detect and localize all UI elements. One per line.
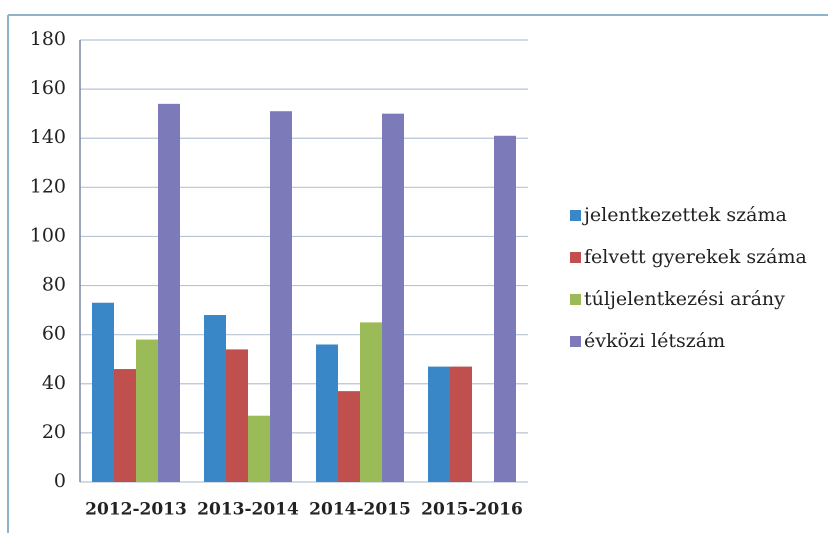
bar: [338, 391, 360, 482]
legend-swatch: [570, 294, 581, 305]
x-tick-label: 2015-2016: [421, 500, 523, 520]
y-tick-label: 160: [30, 77, 66, 99]
y-tick-label: 40: [42, 372, 66, 394]
bar: [92, 302, 114, 482]
bar: [248, 415, 270, 482]
y-tick-label: 20: [42, 421, 66, 443]
legend-label: felvett gyerekek száma: [584, 246, 807, 268]
bar: [382, 113, 404, 483]
bar: [204, 315, 226, 482]
x-tick-label: 2014-2015: [309, 500, 411, 520]
legend-swatch: [570, 336, 581, 347]
legend-label: jelentkezettek száma: [582, 204, 787, 226]
bar: [450, 366, 472, 482]
legend-label: évközi létszám: [584, 330, 725, 352]
bar: [428, 366, 450, 482]
legend-label: túljelentkezési arány: [584, 288, 785, 310]
y-tick-label: 120: [30, 175, 66, 197]
bar: [114, 369, 136, 482]
y-tick-label: 180: [30, 28, 66, 50]
bar: [494, 135, 516, 482]
legend-swatch: [570, 210, 581, 221]
y-tick-label: 0: [54, 470, 66, 492]
bar: [136, 339, 158, 482]
y-tick-label: 80: [42, 274, 66, 296]
x-tick-label: 2012-2013: [85, 500, 187, 520]
bar: [316, 344, 338, 482]
bar: [270, 111, 292, 482]
x-tick-label: 2013-2014: [197, 500, 299, 520]
legend-swatch: [570, 252, 581, 263]
y-tick-label: 60: [42, 323, 66, 345]
bar: [360, 322, 382, 482]
y-tick-label: 140: [30, 126, 66, 148]
bar: [226, 349, 248, 482]
bar: [158, 103, 180, 482]
y-tick-label: 100: [30, 224, 66, 246]
